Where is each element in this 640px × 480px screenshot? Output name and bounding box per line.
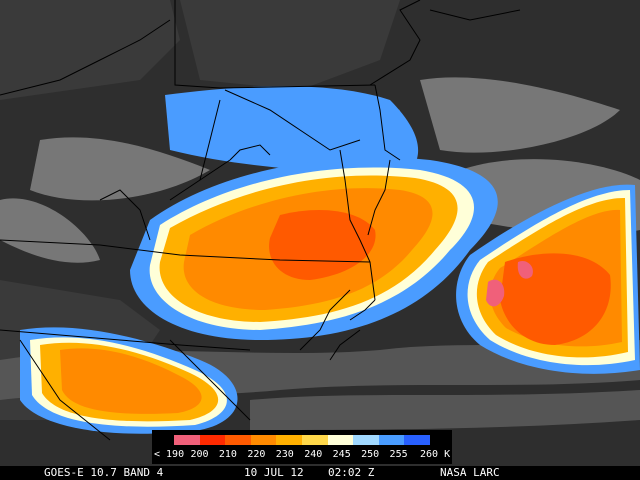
colorbar-labels: < 190 200 210 220 230 240 245 250 255 260 K [152, 449, 452, 461]
colorbar-segment-6 [327, 435, 354, 445]
colorbar-segment-8 [378, 435, 405, 445]
colorbar-label-1: 200 [190, 449, 209, 460]
political-boundaries [0, 0, 521, 441]
colorbar-segment-3 [250, 435, 277, 445]
colorbar-label-6: 245 [332, 449, 351, 460]
colorbar-legend: < 190 200 210 220 230 240 245 250 255 260 K [152, 430, 452, 464]
colorbar-segment-9 [404, 435, 430, 445]
cloud-top-coldest [486, 260, 533, 307]
colorbar-segment-4 [276, 435, 302, 445]
colorbar-strip [174, 435, 430, 445]
footer-product: GOES-E 10.7 BAND 4 [44, 466, 164, 479]
colorbar-segment-2 [225, 435, 251, 445]
colorbar-segment-5 [301, 435, 328, 445]
colorbar-label-5: 240 [304, 449, 323, 460]
colorbar-label-4: 230 [275, 449, 294, 460]
footer-time: 02:02 Z [328, 466, 375, 479]
colorbar-label-7: 250 [361, 449, 380, 460]
colorbar-segment-7 [353, 435, 379, 445]
colorbar-label-9: 260 K [420, 449, 451, 460]
colorbar-segment-0 [174, 435, 200, 445]
footer-date: 10 JUL 12 [244, 466, 304, 479]
colorbar-label-8: 255 [389, 449, 408, 460]
colorbar-segment-1 [199, 435, 226, 445]
satellite-ir-map [0, 0, 640, 466]
footer-bar: GOES-E 10.7 BAND 4 10 JUL 12 02:02 Z NAS… [0, 466, 640, 480]
colorbar-label-2: 210 [218, 449, 237, 460]
colorbar-label-0: < 190 [154, 449, 185, 460]
colorbar-label-3: 220 [247, 449, 266, 460]
footer-source: NASA LARC [440, 466, 500, 479]
